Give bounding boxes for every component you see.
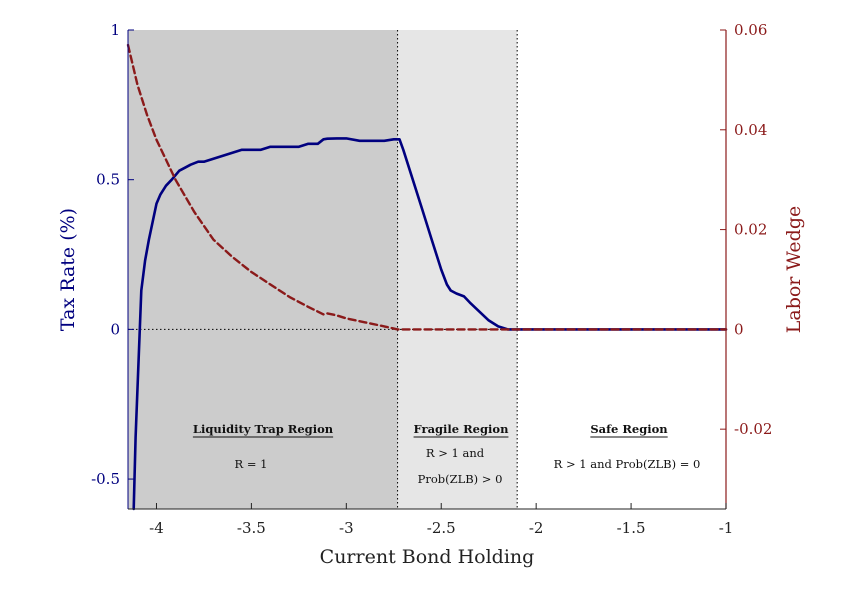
safe-region-text: R > 1 and Prob(ZLB) = 0 <box>554 457 701 471</box>
y-left-axis-label: Tax Rate (%) <box>57 208 79 331</box>
fragile-region-bg <box>397 30 518 509</box>
y-right-axis-label: Labor Wedge <box>783 206 805 333</box>
y-left-tick-label: 0 <box>110 320 120 338</box>
x-tick-label: -1.5 <box>617 519 646 537</box>
x-tick-label: -2.5 <box>427 519 456 537</box>
tax-rate-line <box>132 137 728 511</box>
x-tick-label: -1 <box>719 519 734 537</box>
y-left-tick-label: 0.5 <box>96 171 120 189</box>
y-right-tick-label: 0 <box>734 320 744 338</box>
y-right-tick-label: -0.02 <box>734 420 772 438</box>
x-tick-label: -4 <box>149 519 164 537</box>
liquidity-trap-region-bg <box>128 30 398 509</box>
y-left-tick-label: 1 <box>110 21 120 39</box>
fragile-region-text: Prob(ZLB) > 0 <box>418 472 503 486</box>
y-left-tick-label: -0.5 <box>91 470 120 488</box>
safe-region-title: Safe Region <box>590 422 668 436</box>
x-tick-label: -3 <box>339 519 354 537</box>
y-right-tick-label: 0.04 <box>734 121 767 139</box>
x-tick-label: -3.5 <box>237 519 266 537</box>
fragile-region-title: Fragile Region <box>414 422 510 436</box>
liquidity-trap-region-title: Liquidity Trap Region <box>193 422 334 436</box>
y-right-tick-label: 0.02 <box>734 221 767 239</box>
y-right-tick-label: 0.06 <box>734 21 767 39</box>
fragile-region-text: R > 1 and <box>426 446 485 460</box>
x-axis-label: Current Bond Holding <box>320 546 535 568</box>
labor-wedge-line <box>126 43 728 331</box>
liquidity-trap-region-text: R = 1 <box>235 457 268 471</box>
x-tick-label: -2 <box>529 519 544 537</box>
